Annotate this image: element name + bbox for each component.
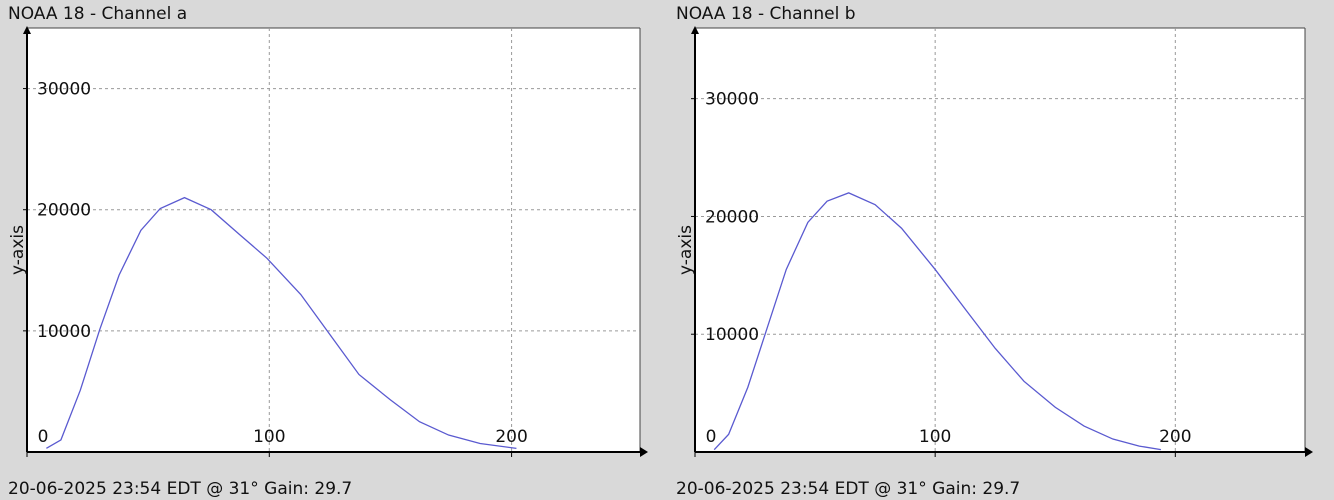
x-tick-label: 0 [706,427,717,447]
x-tick-label: 200 [1159,427,1191,447]
plot-area [27,28,640,452]
x-axis-arrow [640,447,648,457]
chart-title: NOAA 18 - Channel a [8,4,187,24]
chart-title: NOAA 18 - Channel b [676,4,856,24]
y-tick-label: 20000 [705,207,759,227]
x-axis-arrow [1305,447,1313,457]
plot-area [695,28,1305,452]
y-tick-label: 30000 [705,90,759,110]
data-line [46,196,517,450]
y-tick-label: 10000 [37,322,91,342]
y-axis-arrow [23,26,31,34]
y-tick-label: 10000 [705,325,759,345]
status-footer: 20-06-2025 23:54 EDT @ 31° Gain: 29.7 [8,479,352,499]
y-axis-label: y-axis [8,225,28,275]
y-axis-arrow [691,26,699,34]
x-tick-label: 0 [38,427,49,447]
data-line [713,192,1162,451]
y-axis-label: y-axis [676,225,696,275]
x-tick-label: 200 [495,427,527,447]
x-tick-label: 100 [253,427,285,447]
y-tick-label: 30000 [37,80,91,100]
x-tick-label: 100 [919,427,951,447]
y-tick-label: 20000 [37,201,91,221]
status-footer: 20-06-2025 23:54 EDT @ 31° Gain: 29.7 [676,479,1020,499]
